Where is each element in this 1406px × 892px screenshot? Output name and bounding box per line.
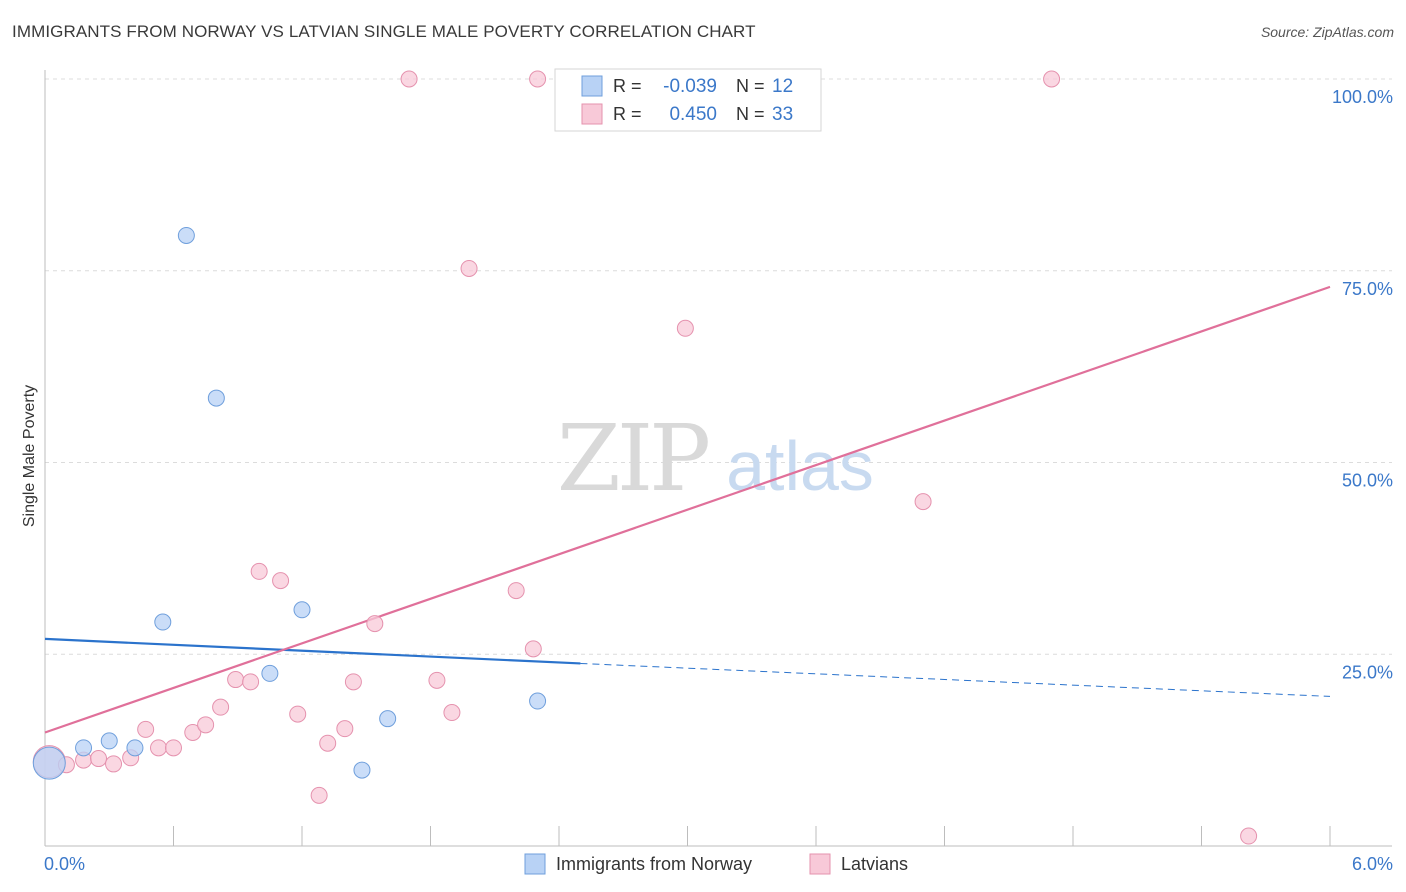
- point-norway-1: [75, 739, 93, 757]
- point-latvia-27: [524, 640, 542, 658]
- bottom-legend: Immigrants from Norway Latvians: [524, 853, 908, 875]
- watermark-atlas: atlas: [726, 427, 874, 505]
- point-latvia-10: [197, 716, 215, 734]
- chart-title: IMMIGRANTS FROM NORWAY VS LATVIAN SINGLE…: [12, 22, 756, 41]
- trend-line-norway-extrapolated: [580, 662, 1331, 697]
- point-latvia-28: [529, 70, 547, 88]
- trend-line-latvia: [44, 285, 1331, 734]
- point-latvia-26: [507, 582, 525, 600]
- gridlines: [45, 78, 1392, 655]
- legend-label-latvia[interactable]: Latvians: [841, 854, 908, 874]
- point-latvia-31: [1043, 70, 1061, 88]
- stats-n-value-norway: 12: [772, 76, 793, 97]
- y-tick-label-75: 75.0%: [1342, 279, 1393, 299]
- stats-swatch-latvia: [581, 103, 603, 125]
- point-latvia-15: [272, 572, 290, 590]
- stats-swatch-norway: [581, 75, 603, 97]
- watermark: ZIP atlas: [557, 405, 874, 512]
- point-latvia-20: [344, 673, 362, 691]
- point-norway-6: [207, 389, 225, 407]
- data-points: [32, 70, 1258, 845]
- point-latvia-16: [289, 705, 307, 723]
- point-latvia-6: [137, 720, 155, 738]
- point-latvia-23: [428, 671, 446, 689]
- point-latvia-21: [366, 615, 384, 633]
- y-tick-label-100: 100.0%: [1332, 87, 1393, 107]
- point-norway-10: [379, 710, 397, 728]
- watermark-zip: ZIP: [557, 405, 708, 512]
- y-axis-label: Single Male Poverty: [21, 385, 38, 527]
- stats-n-label-latvia: N =: [736, 104, 765, 124]
- point-latvia-12: [227, 671, 245, 689]
- point-norway-0: [32, 746, 66, 780]
- point-latvia-24: [443, 704, 461, 722]
- axes: [44, 70, 1392, 847]
- legend-swatch-latvia[interactable]: [809, 853, 831, 875]
- point-norway-7: [261, 664, 279, 682]
- point-latvia-19: [336, 720, 354, 738]
- point-norway-11: [529, 692, 547, 710]
- point-norway-2: [100, 732, 118, 750]
- stats-n-value-latvia: 33: [772, 104, 793, 125]
- point-norway-3: [126, 739, 144, 757]
- point-latvia-30: [914, 493, 932, 511]
- point-latvia-25: [460, 259, 478, 277]
- point-norway-4: [154, 613, 172, 631]
- stats-legend: R = -0.039 N = 12 R = 0.450 N = 33: [554, 68, 822, 132]
- stats-r-label-norway: R =: [613, 76, 642, 96]
- x-tick-label-0: 0.0%: [44, 854, 85, 874]
- y-tick-label-25: 25.0%: [1342, 662, 1393, 682]
- point-latvia-14: [250, 562, 268, 580]
- legend-label-norway[interactable]: Immigrants from Norway: [556, 854, 752, 874]
- stats-n-label-norway: N =: [736, 76, 765, 96]
- point-norway-8: [293, 601, 311, 619]
- point-latvia-13: [242, 673, 260, 691]
- stats-r-value-norway: -0.039: [663, 76, 717, 97]
- tick-labels: 25.0% 50.0% 75.0% 100.0% 0.0% 6.0%: [44, 87, 1393, 874]
- source-credit: Source: ZipAtlas.com: [1260, 24, 1394, 40]
- point-latvia-7: [150, 739, 168, 757]
- point-latvia-18: [319, 734, 337, 752]
- point-latvia-8: [165, 739, 182, 757]
- point-norway-9: [353, 761, 371, 779]
- stats-r-label-latvia: R =: [613, 104, 642, 124]
- trend-lines: [44, 285, 1331, 734]
- legend-swatch-norway[interactable]: [524, 853, 546, 875]
- point-latvia-22: [400, 70, 418, 88]
- stats-r-value-latvia: 0.450: [669, 104, 717, 125]
- point-latvia-9: [184, 723, 202, 741]
- point-latvia-29: [676, 319, 694, 337]
- point-latvia-3: [90, 750, 108, 768]
- x-tick-label-1: 6.0%: [1352, 854, 1393, 874]
- y-tick-label-50: 50.0%: [1342, 471, 1393, 491]
- point-norway-5: [177, 226, 195, 244]
- point-latvia-32: [1240, 827, 1258, 845]
- point-latvia-4: [105, 755, 123, 773]
- point-latvia-11: [212, 698, 230, 716]
- trend-line-norway: [44, 637, 581, 665]
- point-latvia-17: [310, 786, 328, 804]
